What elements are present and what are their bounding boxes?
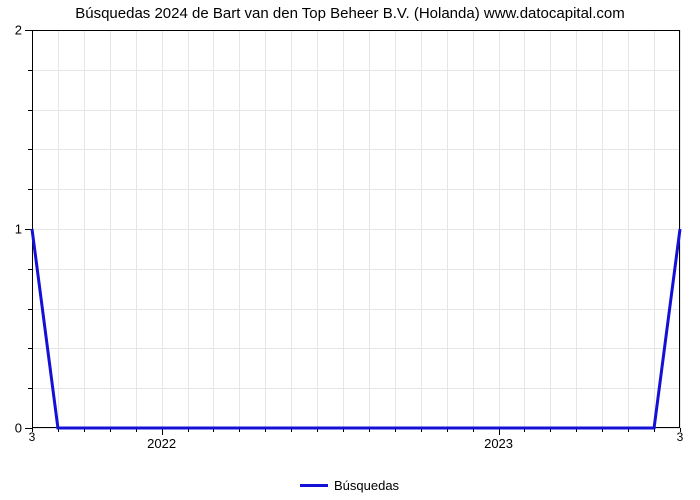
chart-container: Búsquedas 2024 de Bart van den Top Behee… (0, 0, 700, 500)
x-tick-label: 2023 (484, 436, 513, 451)
y-tick-label: 1 (2, 222, 22, 237)
x-end-label-left: 3 (29, 430, 36, 444)
y-tick-label: 0 (2, 421, 22, 436)
y-tick (25, 428, 32, 429)
chart-title: Búsquedas 2024 de Bart van den Top Behee… (0, 5, 700, 22)
x-tick-label: 2022 (147, 436, 176, 451)
legend-swatch (300, 484, 328, 487)
series-line (32, 30, 680, 428)
legend: Búsquedas (300, 478, 399, 493)
grid-line (680, 30, 681, 428)
legend-label: Búsquedas (334, 478, 399, 493)
y-tick-label: 2 (2, 23, 22, 38)
x-end-label-right: 3 (677, 430, 684, 444)
plot-area (32, 30, 680, 428)
y-tick (25, 30, 32, 31)
